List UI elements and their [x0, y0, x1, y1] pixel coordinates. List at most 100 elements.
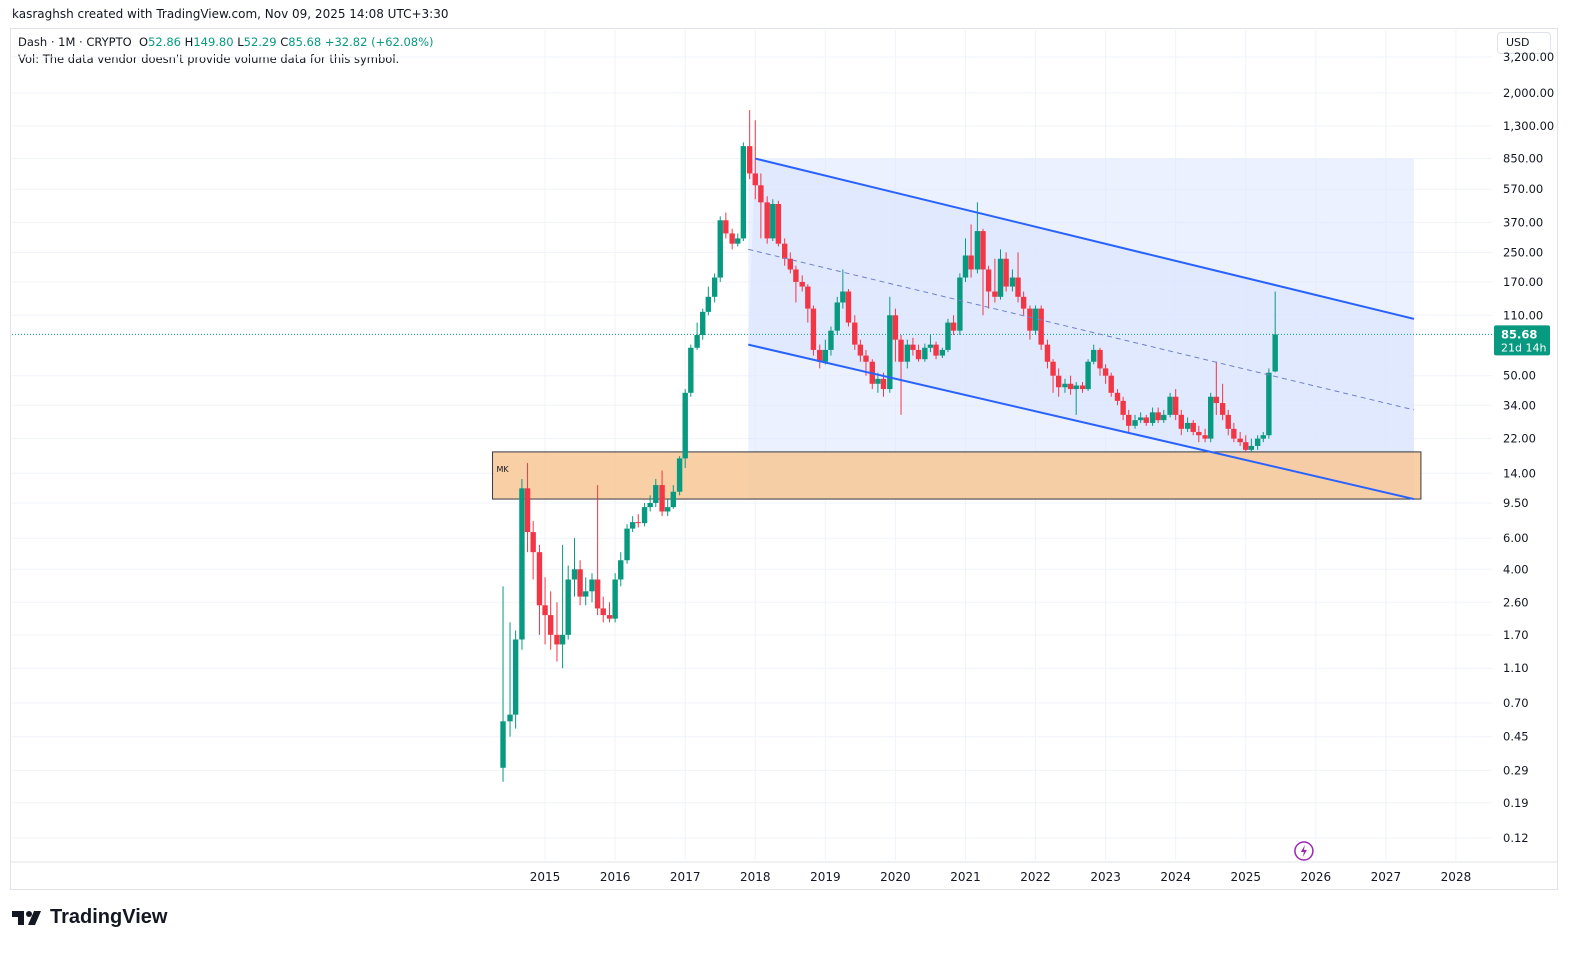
time-axis-label: 2023 — [1090, 870, 1121, 884]
candle-body — [723, 220, 729, 234]
candle-body — [664, 507, 671, 512]
candle-body — [1196, 431, 1202, 436]
candle-body — [1143, 417, 1149, 423]
candle-body — [1172, 396, 1179, 415]
candle-body — [629, 522, 636, 529]
support-zone-label: MK — [497, 465, 510, 474]
candle-body — [1137, 417, 1144, 421]
open-label: O — [139, 35, 149, 49]
candle-body — [822, 349, 829, 362]
tradingview-logo-text: TradingView — [50, 906, 168, 928]
time-axis-label: 2017 — [670, 870, 701, 884]
price-axis-label: 34.00 — [1503, 398, 1536, 412]
candle-body — [635, 522, 641, 524]
candle-body — [939, 349, 946, 356]
volume-note: Vol: The data vendor doesn't provide vol… — [18, 52, 400, 66]
candle-body — [1184, 422, 1191, 429]
price-axis-label: 170.00 — [1503, 275, 1543, 289]
candle-body — [670, 491, 676, 508]
chart-frame — [10, 28, 1558, 890]
candle-body — [799, 281, 805, 287]
price-axis-label: 370.00 — [1503, 215, 1543, 229]
candle-body — [1108, 375, 1114, 393]
candle-body — [1038, 308, 1044, 345]
price-axis-label: 50.00 — [1503, 369, 1536, 383]
candle-body — [974, 231, 981, 270]
candle-body — [845, 291, 852, 323]
candle-body — [1132, 420, 1138, 426]
candle-body — [1120, 400, 1126, 415]
candle-body — [729, 233, 735, 244]
candle-body — [1073, 385, 1079, 390]
candle-body — [571, 569, 578, 580]
candle-body — [764, 202, 770, 239]
ohlc-values: O52.86 H149.80 L52.29 C85.68 +32.82 (+62… — [135, 35, 434, 49]
time-axis-label: 2020 — [880, 870, 911, 884]
event-lightning-glyph — [1300, 845, 1307, 857]
candle-body — [1243, 442, 1249, 450]
candle-body — [1202, 435, 1208, 439]
candle-body — [817, 349, 823, 362]
currency-button[interactable]: USD — [1497, 32, 1551, 54]
candle-body — [992, 291, 998, 297]
price-axis-label: 0.70 — [1503, 696, 1529, 710]
candle-body — [1062, 383, 1068, 388]
price-axis-label: 0.45 — [1503, 730, 1529, 744]
candle-body — [536, 552, 543, 606]
candle-body — [1161, 414, 1167, 421]
candle-body — [1260, 435, 1266, 439]
candle-body — [1272, 334, 1278, 372]
candle-body — [834, 302, 840, 331]
tradingview-logo-icon — [12, 910, 41, 925]
candle-body — [887, 315, 893, 390]
low-value: 52.29 — [243, 35, 277, 49]
time-axis-label: 2016 — [600, 870, 631, 884]
price-axis-label: 3,200.00 — [1503, 50, 1554, 64]
candle-body — [1102, 368, 1109, 376]
candle-body — [758, 185, 764, 203]
candle-body — [1149, 412, 1156, 423]
candle-body — [1178, 414, 1184, 429]
candle-body — [717, 220, 723, 278]
candle-body — [915, 349, 922, 360]
open-value: 52.86 — [148, 35, 181, 49]
close-value: 85.68 — [288, 35, 322, 49]
time-axis-label: 2024 — [1160, 870, 1191, 884]
candle-body — [1237, 438, 1243, 443]
candle-body — [519, 488, 525, 640]
time-axis-label: 2027 — [1371, 870, 1402, 884]
candle-body — [512, 639, 519, 715]
candle-body — [1254, 438, 1261, 446]
candle-body — [500, 721, 506, 768]
price-axis-label: 0.29 — [1503, 763, 1529, 777]
candle-body — [618, 560, 624, 580]
candle-body — [1114, 392, 1121, 401]
candle-body — [554, 634, 560, 645]
low-label: L — [237, 35, 244, 49]
high-value: 149.80 — [193, 35, 234, 49]
symbol-name[interactable]: Dash · 1M · CRYPTO — [18, 35, 132, 49]
candle-body — [775, 203, 782, 244]
candle-body — [711, 277, 718, 297]
candle-body — [1225, 414, 1231, 429]
channel-lower-line — [748, 343, 1415, 501]
candle-body — [547, 615, 554, 635]
candle-body — [1213, 396, 1220, 404]
candle-body — [950, 322, 957, 331]
candle-body — [793, 269, 799, 282]
time-axis-label: 2018 — [740, 870, 771, 884]
time-axis-label: 2015 — [530, 870, 561, 884]
candle-body — [863, 355, 869, 362]
candle-body — [962, 255, 969, 278]
time-axis-label: 2021 — [950, 870, 981, 884]
price-axis-label: 570.00 — [1503, 182, 1543, 196]
candle-body — [1155, 412, 1161, 421]
candle-body — [1015, 277, 1021, 297]
candle-body — [828, 330, 834, 350]
candle-body — [653, 485, 659, 503]
price-axis-label: 6.00 — [1503, 531, 1529, 545]
candle-body — [875, 378, 881, 384]
candle-body — [676, 458, 683, 492]
candle-body — [735, 238, 741, 244]
